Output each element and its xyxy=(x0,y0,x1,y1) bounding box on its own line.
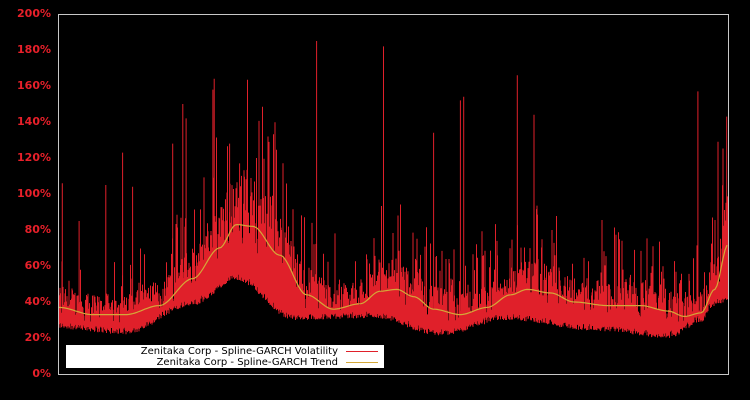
legend-item-trend: Zenitaka Corp - Spline-GARCH Trend xyxy=(157,357,378,368)
legend: Zenitaka Corp - Spline-GARCH Volatility … xyxy=(66,345,384,368)
y-tick-label: 160% xyxy=(17,79,51,92)
legend-label-volatility: Zenitaka Corp - Spline-GARCH Volatility xyxy=(140,346,338,357)
y-tick-label: 140% xyxy=(17,115,51,128)
y-tick-label: 20% xyxy=(24,331,51,344)
legend-label-trend: Zenitaka Corp - Spline-GARCH Trend xyxy=(156,357,338,368)
y-tick-label: 180% xyxy=(17,43,51,56)
y-tick-label: 0% xyxy=(32,367,51,380)
legend-item-volatility: Zenitaka Corp - Spline-GARCH Volatility xyxy=(141,346,378,357)
legend-swatch-volatility xyxy=(346,351,378,352)
plot-frame xyxy=(58,14,729,375)
y-tick-label: 100% xyxy=(17,187,51,200)
y-tick-label: 40% xyxy=(24,295,51,308)
trend-line xyxy=(58,223,728,318)
legend-swatch-trend xyxy=(346,362,378,363)
y-tick-label: 200% xyxy=(17,7,51,20)
y-tick-label: 80% xyxy=(24,223,51,236)
y-tick-label: 120% xyxy=(17,151,51,164)
y-tick-label: 60% xyxy=(24,259,51,272)
